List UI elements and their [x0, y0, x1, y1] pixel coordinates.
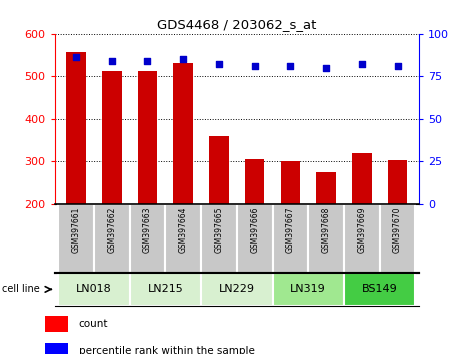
- Point: [108, 58, 115, 64]
- Bar: [344, 273, 415, 306]
- Bar: [201, 204, 237, 273]
- Bar: [102, 71, 122, 289]
- Text: GSM397666: GSM397666: [250, 206, 259, 253]
- Bar: [388, 160, 408, 289]
- Text: GSM397661: GSM397661: [72, 206, 81, 253]
- Text: GSM397664: GSM397664: [179, 206, 188, 253]
- Bar: [130, 204, 165, 273]
- Bar: [352, 153, 371, 289]
- Bar: [380, 204, 415, 273]
- Text: percentile rank within the sample: percentile rank within the sample: [79, 346, 255, 354]
- Bar: [165, 204, 201, 273]
- Text: GSM397662: GSM397662: [107, 206, 116, 253]
- Bar: [344, 204, 380, 273]
- Bar: [281, 161, 300, 289]
- Point: [251, 63, 258, 69]
- Bar: [173, 63, 193, 289]
- Bar: [45, 316, 67, 332]
- Bar: [273, 273, 344, 306]
- Point: [180, 56, 187, 62]
- Bar: [273, 204, 308, 273]
- Text: LN018: LN018: [76, 284, 112, 295]
- Bar: [201, 273, 273, 306]
- Point: [144, 58, 152, 64]
- Text: LN229: LN229: [219, 284, 255, 295]
- Text: LN215: LN215: [147, 284, 183, 295]
- Bar: [209, 136, 229, 289]
- Text: BS149: BS149: [362, 284, 398, 295]
- Text: GSM397670: GSM397670: [393, 206, 402, 253]
- Bar: [308, 204, 344, 273]
- Bar: [58, 204, 94, 273]
- Text: GSM397669: GSM397669: [357, 206, 366, 253]
- Point: [72, 55, 80, 60]
- Point: [358, 61, 366, 67]
- Text: GSM397665: GSM397665: [214, 206, 223, 253]
- Bar: [237, 204, 273, 273]
- Text: count: count: [79, 319, 108, 329]
- Bar: [45, 343, 67, 354]
- Point: [215, 61, 223, 67]
- Bar: [58, 273, 130, 306]
- Text: GSM397667: GSM397667: [286, 206, 295, 253]
- Bar: [245, 159, 265, 289]
- Text: GSM397663: GSM397663: [143, 206, 152, 253]
- Bar: [138, 72, 157, 289]
- Point: [322, 65, 330, 70]
- Bar: [130, 273, 201, 306]
- Bar: [316, 172, 336, 289]
- Bar: [66, 52, 86, 289]
- Text: LN319: LN319: [290, 284, 326, 295]
- Bar: [94, 204, 130, 273]
- Text: cell line: cell line: [2, 284, 40, 295]
- Point: [394, 63, 401, 69]
- Point: [286, 63, 294, 69]
- Title: GDS4468 / 203062_s_at: GDS4468 / 203062_s_at: [157, 18, 316, 31]
- Text: GSM397668: GSM397668: [322, 206, 331, 253]
